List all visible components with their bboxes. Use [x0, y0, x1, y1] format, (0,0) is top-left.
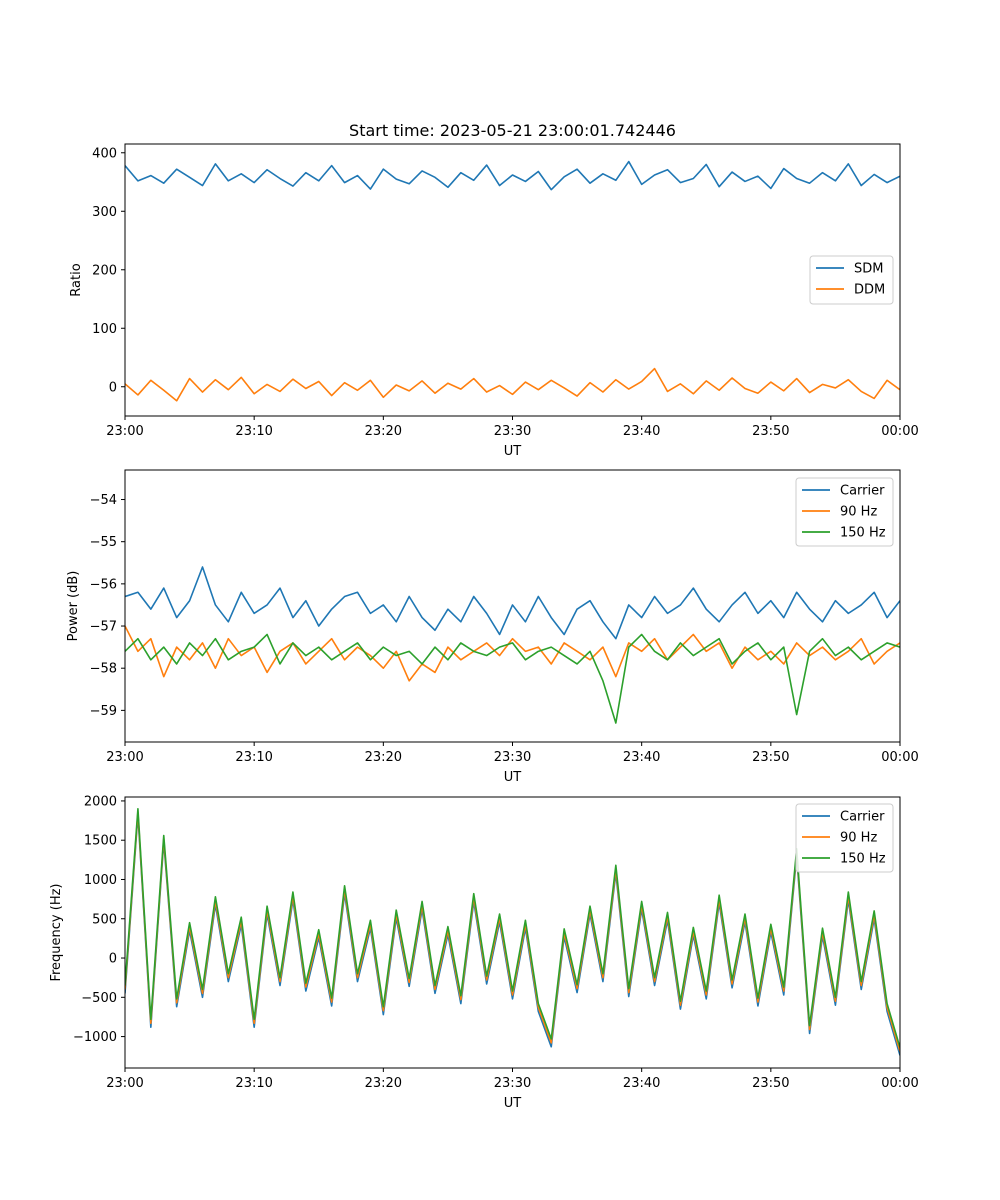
legend: Carrier 90 Hz 150 Hz [795, 803, 894, 873]
legend-box [795, 803, 894, 873]
x-tick-label: 23:10 [235, 750, 272, 765]
x-tick-label: 23:10 [235, 424, 272, 439]
y-tick-label: −58 [90, 662, 117, 677]
x-tick-label: 00:00 [881, 750, 918, 765]
x-tick-label: 23:20 [365, 1076, 402, 1091]
x-tick-label: 23:40 [623, 1076, 660, 1091]
y-axis-label: Frequency (Hz) [49, 883, 64, 981]
legend-box [795, 477, 894, 547]
legend-label: Carrier [840, 484, 885, 499]
y-tick-label: −57 [90, 620, 117, 635]
series-line-150-hz [125, 807, 900, 1048]
chart-title: Start time: 2023-05-21 23:00:01.742446 [349, 121, 676, 140]
x-tick-label: 23:10 [235, 1076, 272, 1091]
y-tick-label: −56 [90, 577, 117, 592]
legend-label: 150 Hz [840, 526, 886, 541]
legend: Carrier 90 Hz 150 Hz [795, 477, 894, 547]
legend: SDM DDM [809, 255, 894, 305]
x-tick-label: 00:00 [881, 424, 918, 439]
chart-panel-1: 23:00 23:10 23:20 23:30 23:40 23:50 00:00 0 100 2… [69, 121, 919, 459]
legend-label: DDM [854, 283, 885, 298]
x-tick-label: 23:30 [494, 1076, 531, 1091]
x-tick-label: 23:00 [106, 424, 143, 439]
series-line-carrier [125, 566, 900, 640]
x-tick-label: 23:20 [365, 424, 402, 439]
x-tick-label: 23:50 [752, 1076, 789, 1091]
y-tick-label: 0 [109, 952, 117, 967]
x-axis-label: UT [504, 1096, 522, 1111]
y-tick-label: −59 [90, 704, 117, 719]
y-tick-label: 300 [92, 205, 117, 220]
y-tick-label: 500 [92, 912, 117, 927]
x-axis-label: UT [504, 444, 522, 459]
x-tick-label: 23:20 [365, 750, 402, 765]
x-tick-label: 23:00 [106, 750, 143, 765]
x-tick-label: 23:30 [494, 750, 531, 765]
legend-label: 150 Hz [840, 852, 886, 867]
legend-label: 90 Hz [840, 505, 877, 520]
y-tick-label: 0 [109, 380, 117, 395]
series-line-sdm [125, 160, 900, 191]
legend-label: Carrier [840, 810, 885, 825]
x-tick-label: 23:50 [752, 424, 789, 439]
legend-label: 90 Hz [840, 831, 877, 846]
y-tick-label: 1000 [84, 873, 117, 888]
y-tick-label: −55 [90, 535, 117, 550]
legend-label: SDM [854, 262, 883, 277]
y-tick-label: −500 [81, 991, 117, 1006]
y-axis-label: Power (dB) [66, 571, 81, 642]
y-tick-label: 200 [92, 263, 117, 278]
series-line-ddm [125, 367, 900, 402]
y-tick-label: 2000 [84, 794, 117, 809]
y-tick-label: −1000 [73, 1030, 117, 1045]
x-axis-label: UT [504, 770, 522, 785]
y-axis-label: Ratio [69, 263, 84, 296]
x-tick-label: 23:40 [623, 750, 660, 765]
x-tick-label: 23:30 [494, 424, 531, 439]
chart-panel-2: 23:00 23:10 23:20 23:30 23:40 23:50 00:00 −59 −5… [66, 469, 919, 785]
y-tick-label: 1500 [84, 834, 117, 849]
y-tick-label: 400 [92, 146, 117, 161]
y-tick-label: −54 [90, 493, 117, 508]
x-tick-label: 00:00 [881, 1076, 918, 1091]
y-tick-label: 100 [92, 322, 117, 337]
x-tick-label: 23:40 [623, 424, 660, 439]
x-tick-label: 23:50 [752, 750, 789, 765]
chart-panel-3: 23:00 23:10 23:20 23:30 23:40 23:50 00:00 −1000… [49, 794, 919, 1111]
x-tick-label: 23:00 [106, 1076, 143, 1091]
series-line-150-hz [125, 633, 900, 724]
